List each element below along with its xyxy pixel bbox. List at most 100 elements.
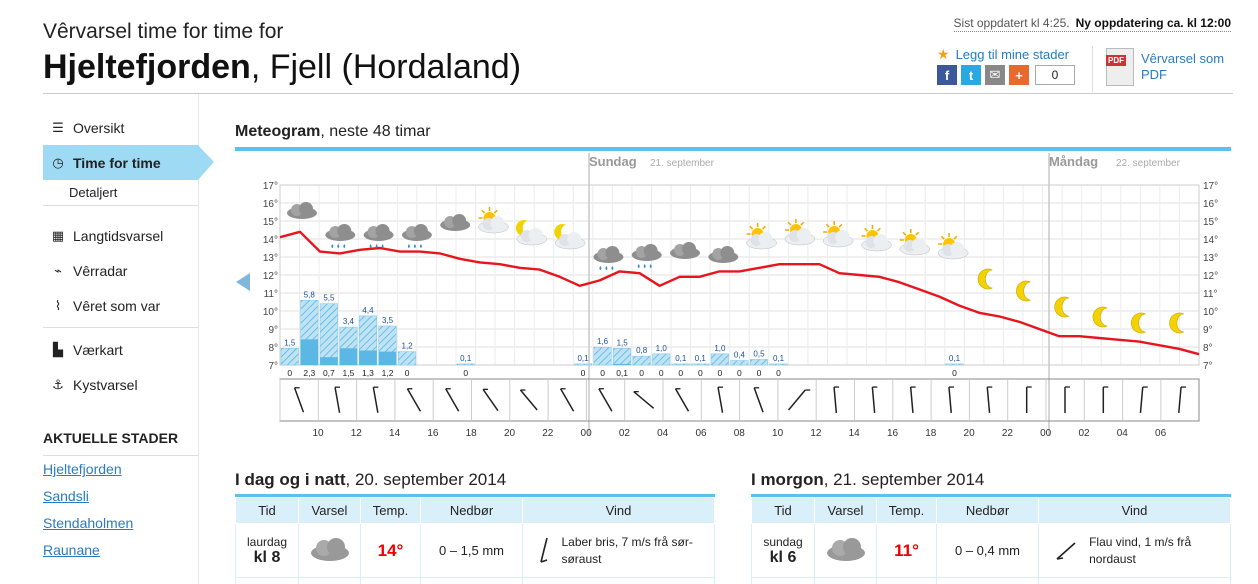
calendar-icon: ▦ [51,227,65,243]
add-favorite-link[interactable]: ★ Legg til mine stader [937,46,1069,63]
precip-min-label: 0 [600,368,605,378]
sidebar-item-oversikt[interactable]: ☰ Oversikt [43,110,198,145]
precip-max-label: 0,8 [636,346,648,355]
page-header: Vêrvarsel time for time for Hjeltefjorde… [43,16,1233,94]
precip-min-label: 1,2 [382,368,394,378]
precip-min-bar [378,351,397,365]
x-tick-label: 04 [657,428,669,439]
precip-max-bar [632,355,651,366]
sidebar-item-label: Oversikt [73,119,125,136]
pdf-icon[interactable]: PDF [1106,48,1134,86]
precip-max-label: 1,0 [714,344,726,353]
precip-max-bar [945,363,964,366]
x-tick-label: 18 [925,428,937,439]
wind-description: Laber bris, 7 m/s frå sør-søraust [561,534,693,566]
precip-max-label: 0,1 [675,354,687,363]
col-nedbor: Nedbør [420,497,523,524]
sidebar-item-label: Time for time [73,154,161,171]
sidebar-item-langtidsvarsel[interactable]: ▦ Langtidsvarsel [43,218,198,253]
today-forecast-table: Tid Varsel Temp. Nedbør Vind laurdag kl 8… [235,497,715,584]
meteogram-title-bold: Meteogram [235,123,321,140]
x-tick-label: 14 [389,428,401,439]
meteogram-accent-bar [235,147,1231,151]
sidebar-item-time-for-time[interactable]: ◷ Time for time [43,145,214,180]
recent-place-link[interactable]: Stendaholmen [43,515,134,531]
sidebar-item-veret-som-var[interactable]: ⌇ Vêret som var [43,288,198,323]
sidebar-item-vaerkart[interactable]: ▙ Værkart [43,332,198,367]
add-favorite-label: Legg til mine stader [955,47,1070,62]
wind-arrow-icon [406,388,422,412]
row-precip: 0 – 0,4 mm [936,523,1039,578]
recent-place-link[interactable]: Hjeltefjorden [43,461,122,477]
sidebar-item-kystvarsel[interactable]: ⚓ Kystvarsel [43,367,198,402]
y-tick-label-right: 14° [1203,235,1218,246]
precip-max-label: 0,1 [577,354,589,363]
recent-place-link[interactable]: Raunane [43,542,100,558]
precip-max-bar [613,348,632,366]
row-wind: Flau vind, 1 m/s frå nordaust [1038,523,1231,578]
x-tick-label: 10 [772,428,784,439]
facebook-icon[interactable]: f [937,65,957,85]
moon-icon [1130,312,1146,334]
plus-share-icon[interactable]: + [1009,65,1029,85]
today-title-bold: I dag og i natt [235,470,346,489]
page-title: Hjeltefjorden, Fjell (Hordaland) [43,48,521,87]
moon-cloud-icon [515,220,548,246]
sun-cloud-icon [784,219,816,246]
x-tick-label: 06 [1155,428,1167,439]
precip-max-label: 0,4 [734,351,746,360]
moon-icon [1016,280,1031,302]
x-tick-label: 22 [542,428,554,439]
cloud-rain-icon [593,246,624,270]
x-tick-label: 00 [581,428,593,439]
tomorrow-forecast-table: Tid Varsel Temp. Nedbør Vind sundag kl 6 … [751,497,1231,584]
precip-max-label: 0,5 [753,349,765,358]
cloud-icon [670,242,700,259]
x-tick-label: 20 [964,428,976,439]
row-hour: kl 8 [253,548,281,566]
precip-max-label: 0,1 [949,354,961,363]
pdf-link[interactable]: Vêrvarsel som PDF [1141,51,1225,82]
row-precip: 0 – 1,5 mm [420,523,523,578]
y-tick-label-left: 12° [263,271,278,282]
wind-arrow-icon [1056,541,1076,560]
meteogram-title-rest: , neste 48 timar [320,123,431,140]
col-varsel: Varsel [298,497,361,524]
day-date-monday: 22. september [1116,158,1181,169]
clock-icon: ◷ [52,154,64,170]
precip-max-bar [319,303,338,366]
sidebar-item-label: Vêret som var [73,297,161,314]
precip-max-bar [691,363,710,366]
y-tick-label-right: 7° [1203,361,1213,372]
precip-min-bar [300,339,319,365]
precip-max-label: 1,2 [402,342,414,351]
today-accent-bar [235,494,715,497]
mail-icon[interactable]: ✉ [985,65,1005,85]
sidebar-item-detaljert[interactable]: Detaljert [43,180,198,206]
precip-min-label: 0 [776,368,781,378]
recent-place-link[interactable]: Sandsli [43,488,89,504]
wind-arrow-icon [559,388,575,412]
row-time: laurdag kl 8 [235,523,299,578]
previous-arrow-icon[interactable] [236,273,250,291]
table-row: sundag kl 6 11° 0 – 0,4 mm Flau vind, 1 m… [751,523,1231,578]
table-row: laurdag kl 8 14° 0 – 1,5 mm Laber bris, 7… [235,523,715,578]
precip-min-label: 0 [639,368,644,378]
place-name: Hjeltefjorden [43,48,251,86]
sidebar-item-verradar[interactable]: ⌁ Vêrradar [43,253,198,288]
anchor-icon: ⚓ [52,376,64,392]
x-tick-label: 16 [887,428,899,439]
y-tick-label-left: 7° [268,361,278,372]
update-info: Sist oppdatert kl 4:25. Ny oppdatering ca… [953,16,1231,32]
cloud-icon [708,246,739,263]
twitter-icon[interactable]: t [961,65,981,85]
precip-max-bar [769,363,788,366]
precip-max-bar [730,360,749,366]
y-tick-label-right: 13° [1203,253,1218,264]
wind-arrow-icon [633,391,655,409]
moon-icon [1169,312,1185,334]
x-tick-label: 12 [810,428,822,439]
col-vind: Vind [522,497,715,524]
tomorrow-title-date: , 21. september 2014 [823,470,985,489]
chart-icon: ⌇ [54,297,62,313]
